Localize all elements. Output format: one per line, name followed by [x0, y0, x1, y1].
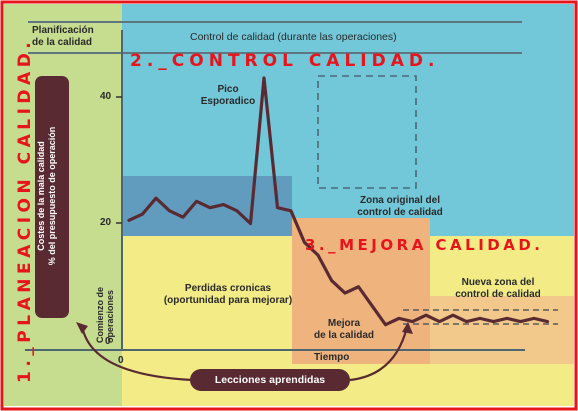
x-axis-origin: 0 — [118, 355, 124, 366]
y-tick-0: 0 — [105, 336, 111, 347]
cost-series-line — [127, 76, 550, 327]
cost-series-layer — [127, 76, 550, 327]
lesson-arrow-left — [81, 329, 193, 382]
start-operations-label: Comienzo de operaciones — [95, 286, 115, 343]
control-title: Control de calidad (durante las operacio… — [190, 31, 397, 43]
y-tick-20: 20 — [100, 217, 112, 228]
x-axis-label: Tiempo — [314, 352, 350, 363]
y-axis-label: Costes de la mala calidad % del presupue… — [36, 126, 57, 266]
improvement-label: Mejora de la calidad — [313, 318, 375, 341]
sporadic-peak-label: Pico Esporadico — [200, 84, 256, 107]
planning-title: Planificación de la calidad — [32, 25, 94, 48]
big-label-improvement: 3._MEJORA CALIDAD. — [305, 236, 544, 254]
new-zone-label: Nueva zona del control de calidad — [455, 277, 541, 300]
original-zone-label: Zona original del control de calidad — [357, 195, 443, 218]
lesson-arrow-right — [349, 326, 409, 382]
lessons-pill — [190, 369, 350, 391]
lesson-arrowhead-right — [402, 322, 413, 334]
big-label-planning: 1._PLANEACION CALIDAD. — [15, 37, 35, 383]
lessons-label: Lecciones aprendidas — [214, 374, 326, 386]
lesson-arrowhead-left — [76, 322, 88, 334]
y-tick-40: 40 — [100, 91, 112, 102]
new-control-band — [430, 296, 574, 364]
original-zone-box — [317, 75, 417, 189]
chronic-waste-label: Perdidas cronicas (oportunidad para mejo… — [163, 283, 293, 306]
big-label-control: 2._CONTROL CALIDAD. — [130, 51, 440, 71]
y-axis-label-box — [35, 76, 69, 318]
